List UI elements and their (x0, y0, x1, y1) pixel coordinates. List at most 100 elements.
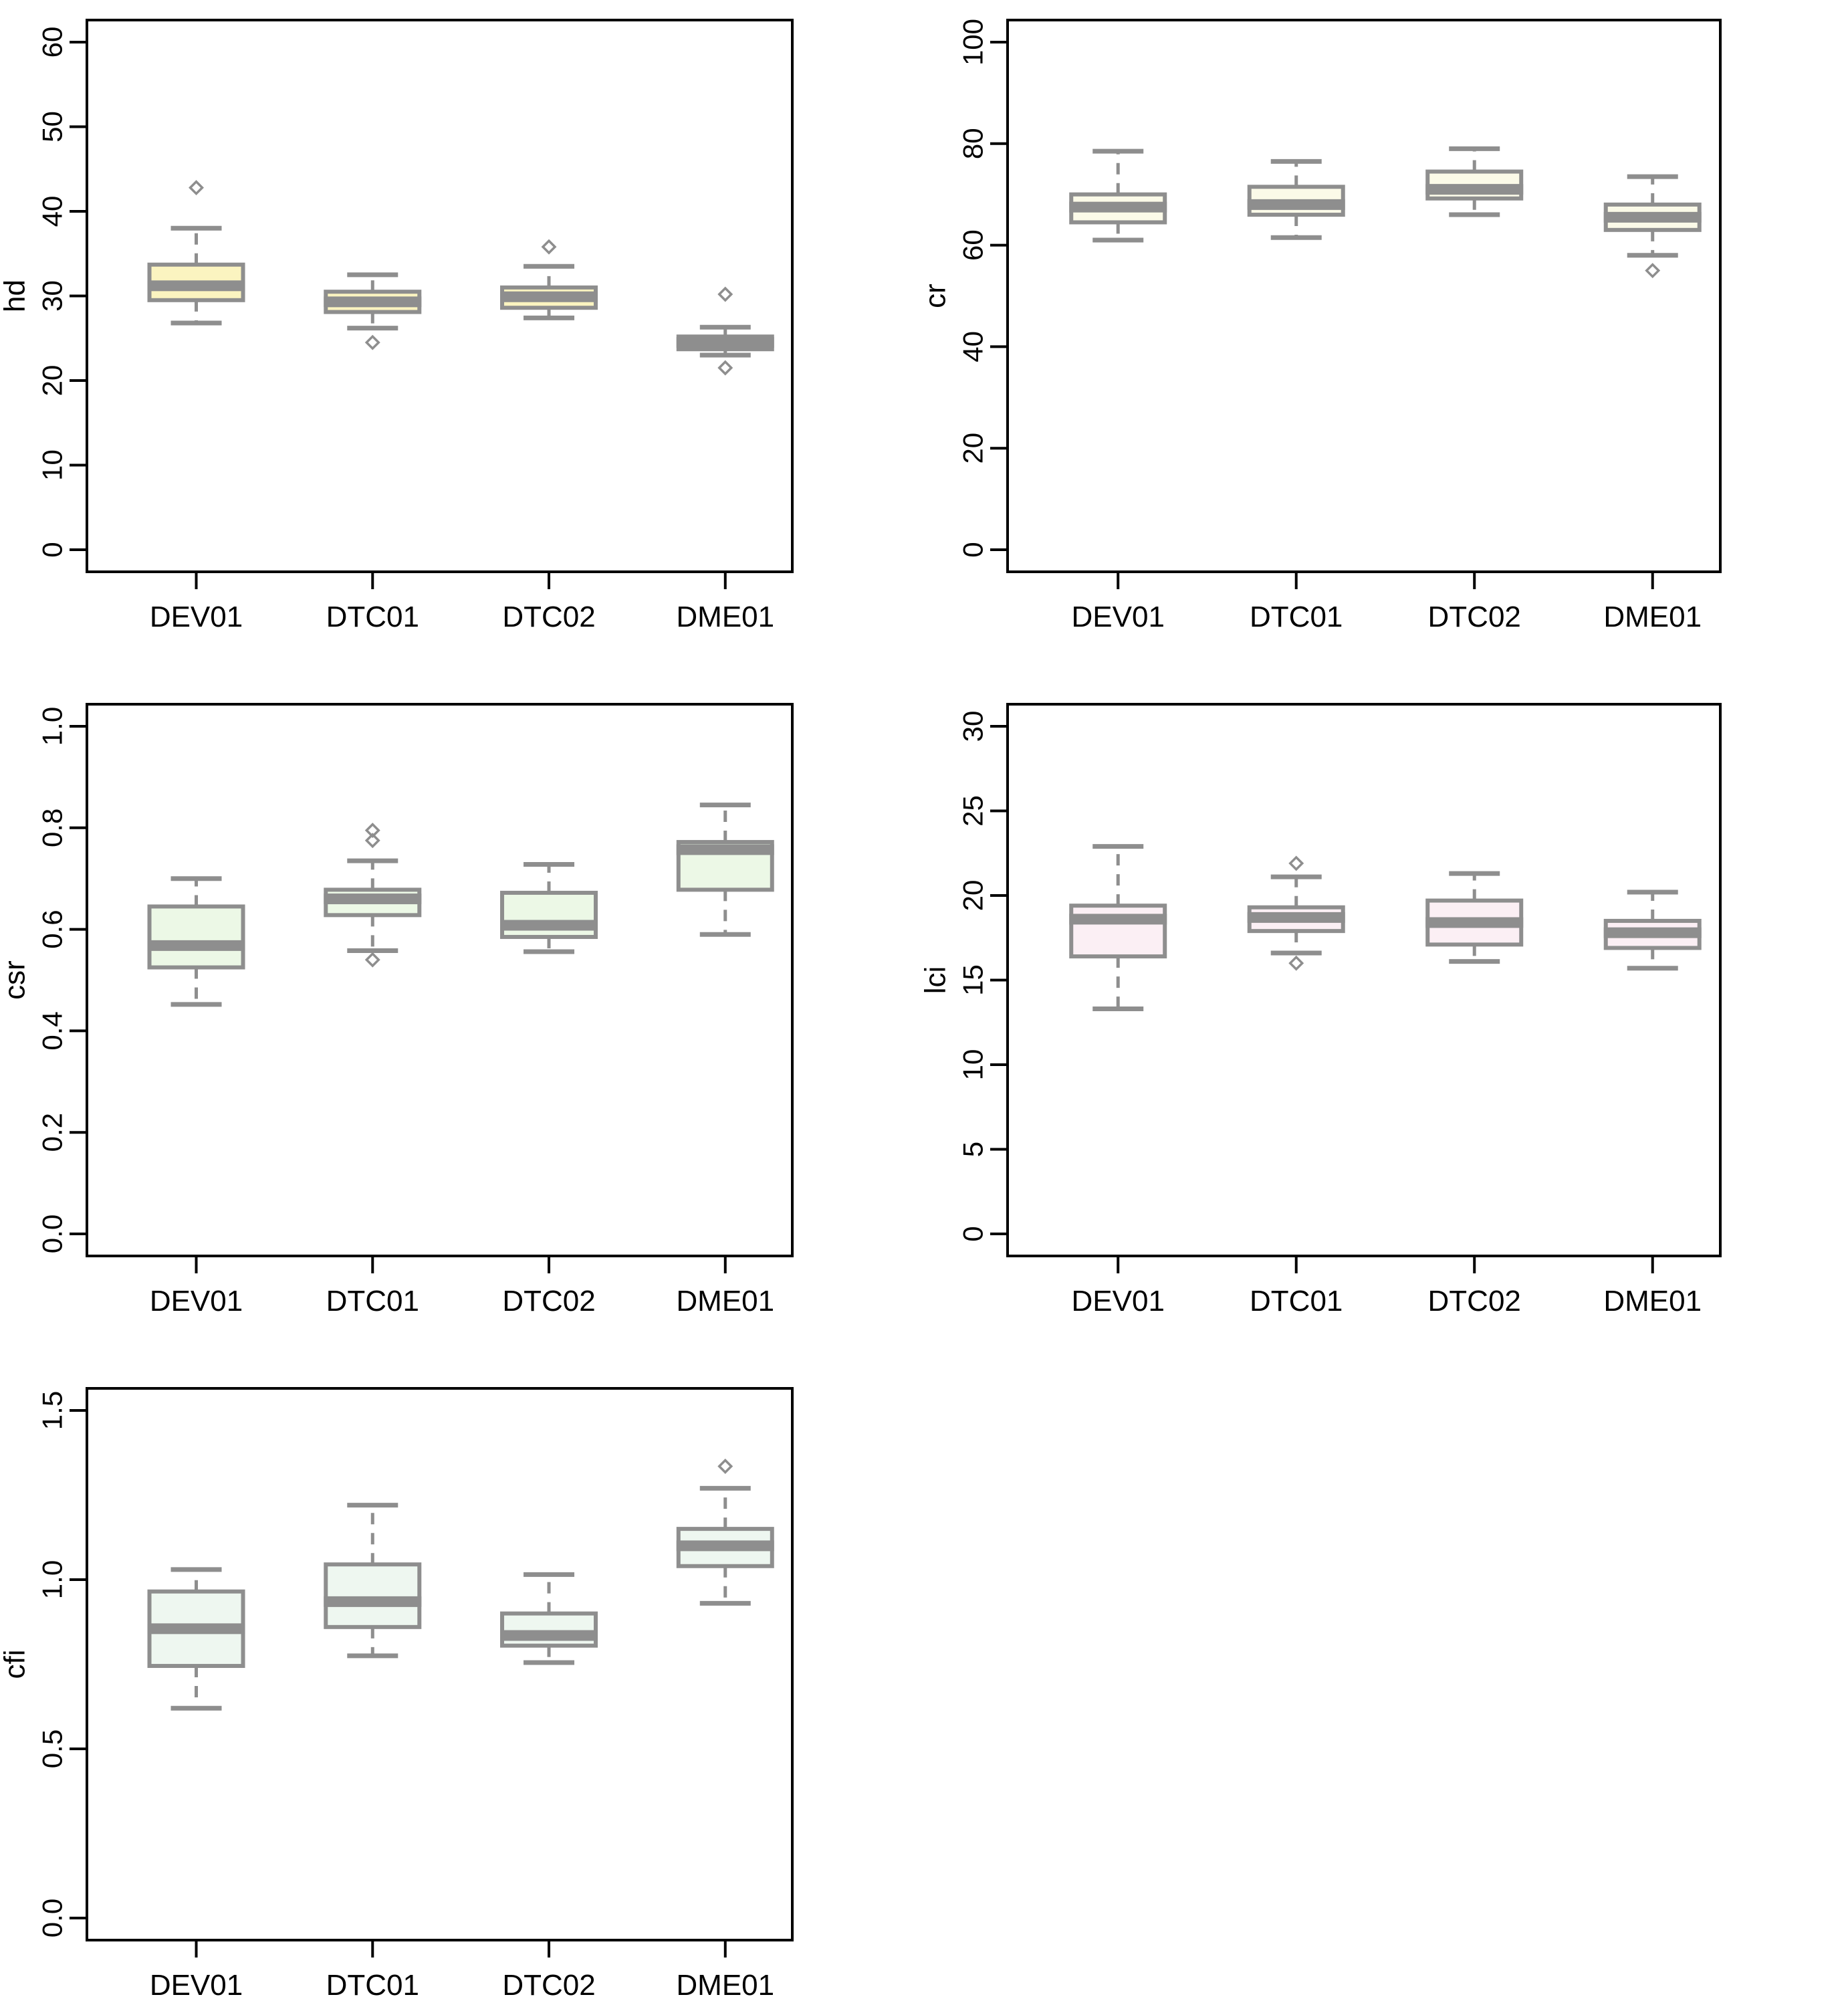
y-tick-label: 40 (957, 331, 989, 362)
outlier-point (717, 360, 733, 376)
y-tick-label: 5 (957, 1142, 989, 1157)
median-band (500, 920, 598, 931)
outlier-point (364, 833, 380, 849)
y-tick-label: 20 (957, 880, 989, 912)
median-band (676, 844, 774, 855)
y-tick-label: 60 (957, 229, 989, 261)
box (676, 334, 774, 352)
x-category-label: DTC02 (502, 1285, 595, 1317)
x-category-label: DTC02 (1428, 1285, 1521, 1317)
median-band (147, 280, 245, 292)
median-band (1069, 201, 1167, 213)
box (324, 887, 422, 918)
median-band (500, 1630, 598, 1641)
y-tick-label: 0.4 (37, 1011, 68, 1050)
x-category-label: DTC01 (1250, 601, 1343, 633)
median-band (1247, 199, 1345, 210)
box (324, 290, 422, 314)
outlier-point (364, 952, 380, 968)
median-band (324, 296, 422, 308)
x-category-label: DME01 (676, 1969, 774, 2002)
box (147, 904, 245, 970)
box (1603, 202, 1702, 232)
y-tick-label: 15 (957, 964, 989, 996)
outlier-point (189, 180, 204, 196)
y-tick-label: 20 (37, 365, 68, 397)
y-tick-label: 1.5 (37, 1391, 68, 1430)
y-tick-label: 1.0 (37, 707, 68, 746)
y-axis-title: csr (0, 960, 31, 1000)
y-tick-label: 0 (957, 542, 989, 557)
y-tick-label: 10 (957, 1049, 989, 1081)
plot-border (1006, 19, 1722, 573)
x-category-label: DTC02 (1428, 601, 1521, 633)
x-category-label: DEV01 (150, 1969, 243, 2002)
outlier-point (1645, 263, 1661, 279)
box (147, 262, 245, 302)
box (676, 1527, 774, 1568)
y-axis-title: lci (919, 966, 952, 994)
x-category-label: DTC02 (502, 1969, 595, 2002)
y-tick-label: 0.0 (37, 1214, 68, 1253)
median-band (1425, 184, 1524, 195)
box (500, 890, 598, 939)
box (1425, 898, 1524, 947)
y-tick-label: 100 (957, 19, 989, 66)
x-category-label: DEV01 (1072, 1285, 1165, 1317)
box (1247, 185, 1345, 217)
median-band (324, 893, 422, 905)
x-category-label: DME01 (676, 1285, 774, 1317)
y-tick-label: 20 (957, 433, 989, 464)
x-category-label: DTC01 (326, 1969, 419, 2002)
median-band (324, 1596, 422, 1607)
y-tick-label: 0.8 (37, 809, 68, 847)
outlier-point (1288, 955, 1304, 971)
plot-border (86, 1387, 794, 1941)
median-band (676, 337, 774, 348)
outlier-point (364, 823, 380, 839)
x-category-label: DTC01 (326, 601, 419, 633)
box (500, 285, 598, 310)
y-tick-label: 80 (957, 128, 989, 159)
median-band (147, 1623, 245, 1634)
y-tick-label: 40 (37, 196, 68, 227)
outlier-point (717, 1459, 733, 1474)
y-axis-title: cr (919, 284, 952, 308)
x-category-label: DME01 (1603, 601, 1702, 633)
y-tick-label: 50 (37, 111, 68, 142)
x-category-label: DME01 (1603, 1285, 1702, 1317)
y-tick-label: 60 (37, 27, 68, 58)
outlier-point (717, 286, 733, 302)
median-band (1603, 211, 1702, 223)
box (1603, 918, 1702, 950)
box (676, 840, 774, 892)
median-band (147, 940, 245, 951)
median-band (1247, 912, 1345, 923)
box (1069, 192, 1167, 225)
y-tick-label: 0.2 (37, 1113, 68, 1152)
outlier-point (541, 239, 557, 255)
y-tick-label: 30 (37, 280, 68, 312)
y-tick-label: 30 (957, 711, 989, 742)
y-tick-label: 0 (37, 542, 68, 557)
box (324, 1562, 422, 1629)
box (147, 1589, 245, 1669)
x-category-label: DME01 (676, 601, 774, 633)
y-axis-title: hd (0, 280, 31, 312)
x-category-label: DEV01 (150, 601, 243, 633)
median-band (1425, 917, 1524, 928)
plot-border (86, 703, 794, 1257)
median-band (1603, 927, 1702, 938)
x-category-label: DTC01 (326, 1285, 419, 1317)
median-band (676, 1540, 774, 1552)
y-tick-label: 0.6 (37, 910, 68, 948)
box (500, 1611, 598, 1648)
